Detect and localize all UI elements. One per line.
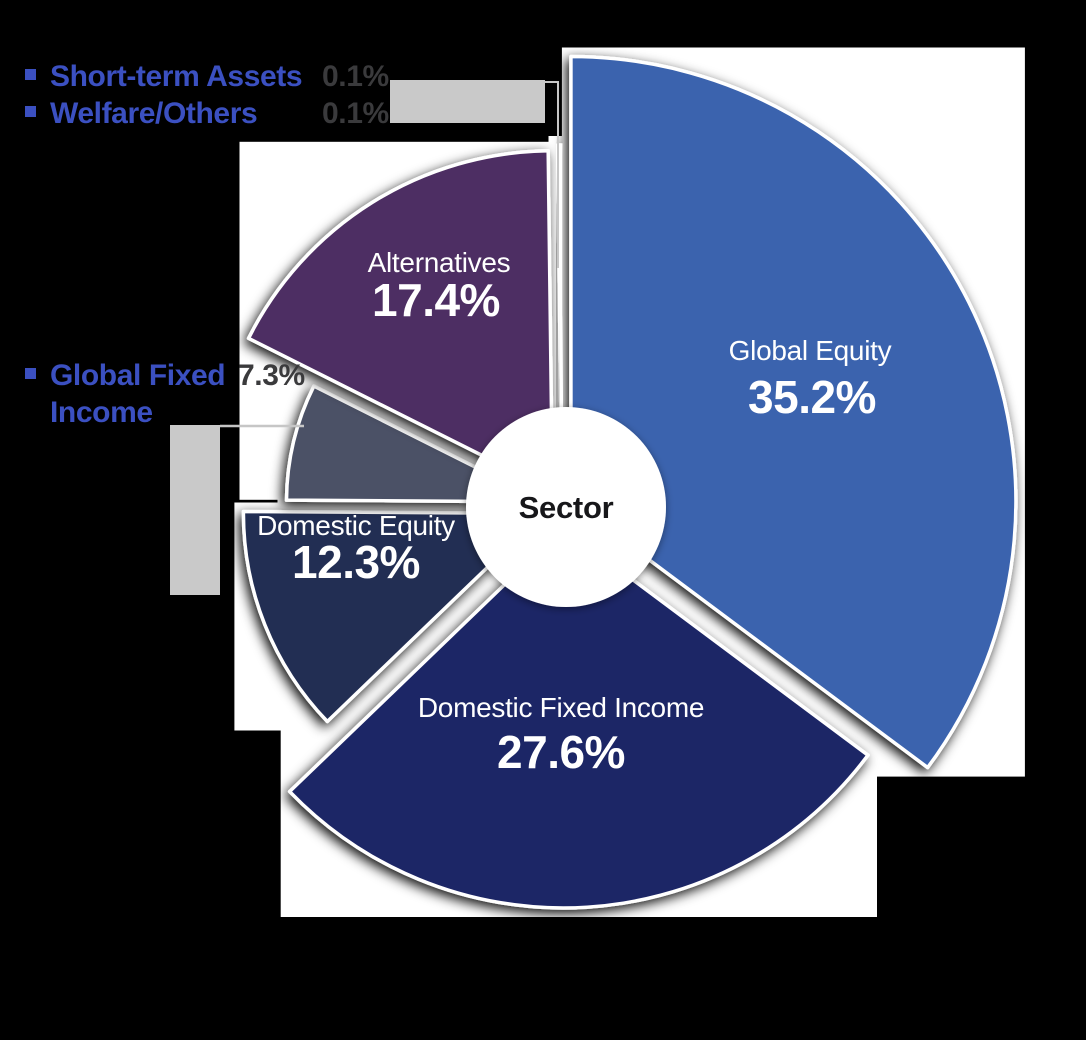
slice-value-global-equity: 35.2% xyxy=(748,371,876,423)
slice-label-domestic-fixed-income: Domestic Fixed Income xyxy=(418,692,704,723)
slice-value-domestic-equity: 12.3% xyxy=(292,536,420,588)
legend-label: Short-term Assets xyxy=(50,60,303,93)
center-hub: Sector xyxy=(466,407,666,607)
pie-slice-domestic-equity[interactable] xyxy=(241,509,546,724)
legend-label: Welfare/Others xyxy=(50,97,258,130)
legend-bullet-icon xyxy=(25,69,36,80)
legend-bullet-icon xyxy=(25,106,36,117)
pie-slice-domestic-fixed-income[interactable] xyxy=(287,526,870,910)
callout-box-short-term-welfare xyxy=(390,80,545,123)
slice-value-domestic-fixed-income: 27.6% xyxy=(497,726,625,778)
legend-item-global-fixed-income[interactable]: Global Fixed Income 7.3% xyxy=(25,357,305,431)
slice-label-domestic-equity: Domestic Equity xyxy=(257,510,455,541)
pie-slice-alternatives[interactable] xyxy=(246,149,555,493)
legend-value: 0.1% xyxy=(322,60,389,93)
legend-item-welfare-others[interactable]: Welfare/Others 0.1% xyxy=(25,95,389,132)
legend-value: 7.3% xyxy=(238,359,305,392)
legend-bullet-icon xyxy=(25,368,36,379)
callout-box-global-fixed-income xyxy=(170,425,220,595)
legend-value: 0.1% xyxy=(322,97,389,130)
pie-slice-welfare-others[interactable] xyxy=(558,143,564,492)
leader-lines-group xyxy=(220,81,559,428)
legend-label: Global Fixed Income xyxy=(50,359,226,429)
leader-line-top-slices xyxy=(545,81,559,268)
center-label: Sector xyxy=(519,490,614,525)
center-circle xyxy=(466,407,666,607)
legend-item-short-term-assets[interactable]: Short-term Assets 0.1% xyxy=(25,58,389,95)
slice-label-alternatives: Alternatives xyxy=(368,247,511,278)
slice-labels-group: Global Equity 35.2% Domestic Fixed Income2… xyxy=(257,247,892,778)
slice-label-global-equity: Global Equity xyxy=(729,335,892,366)
slice-value-alternatives: 17.4% xyxy=(372,274,500,326)
pie-slice-global-equity[interactable] xyxy=(569,54,1018,770)
